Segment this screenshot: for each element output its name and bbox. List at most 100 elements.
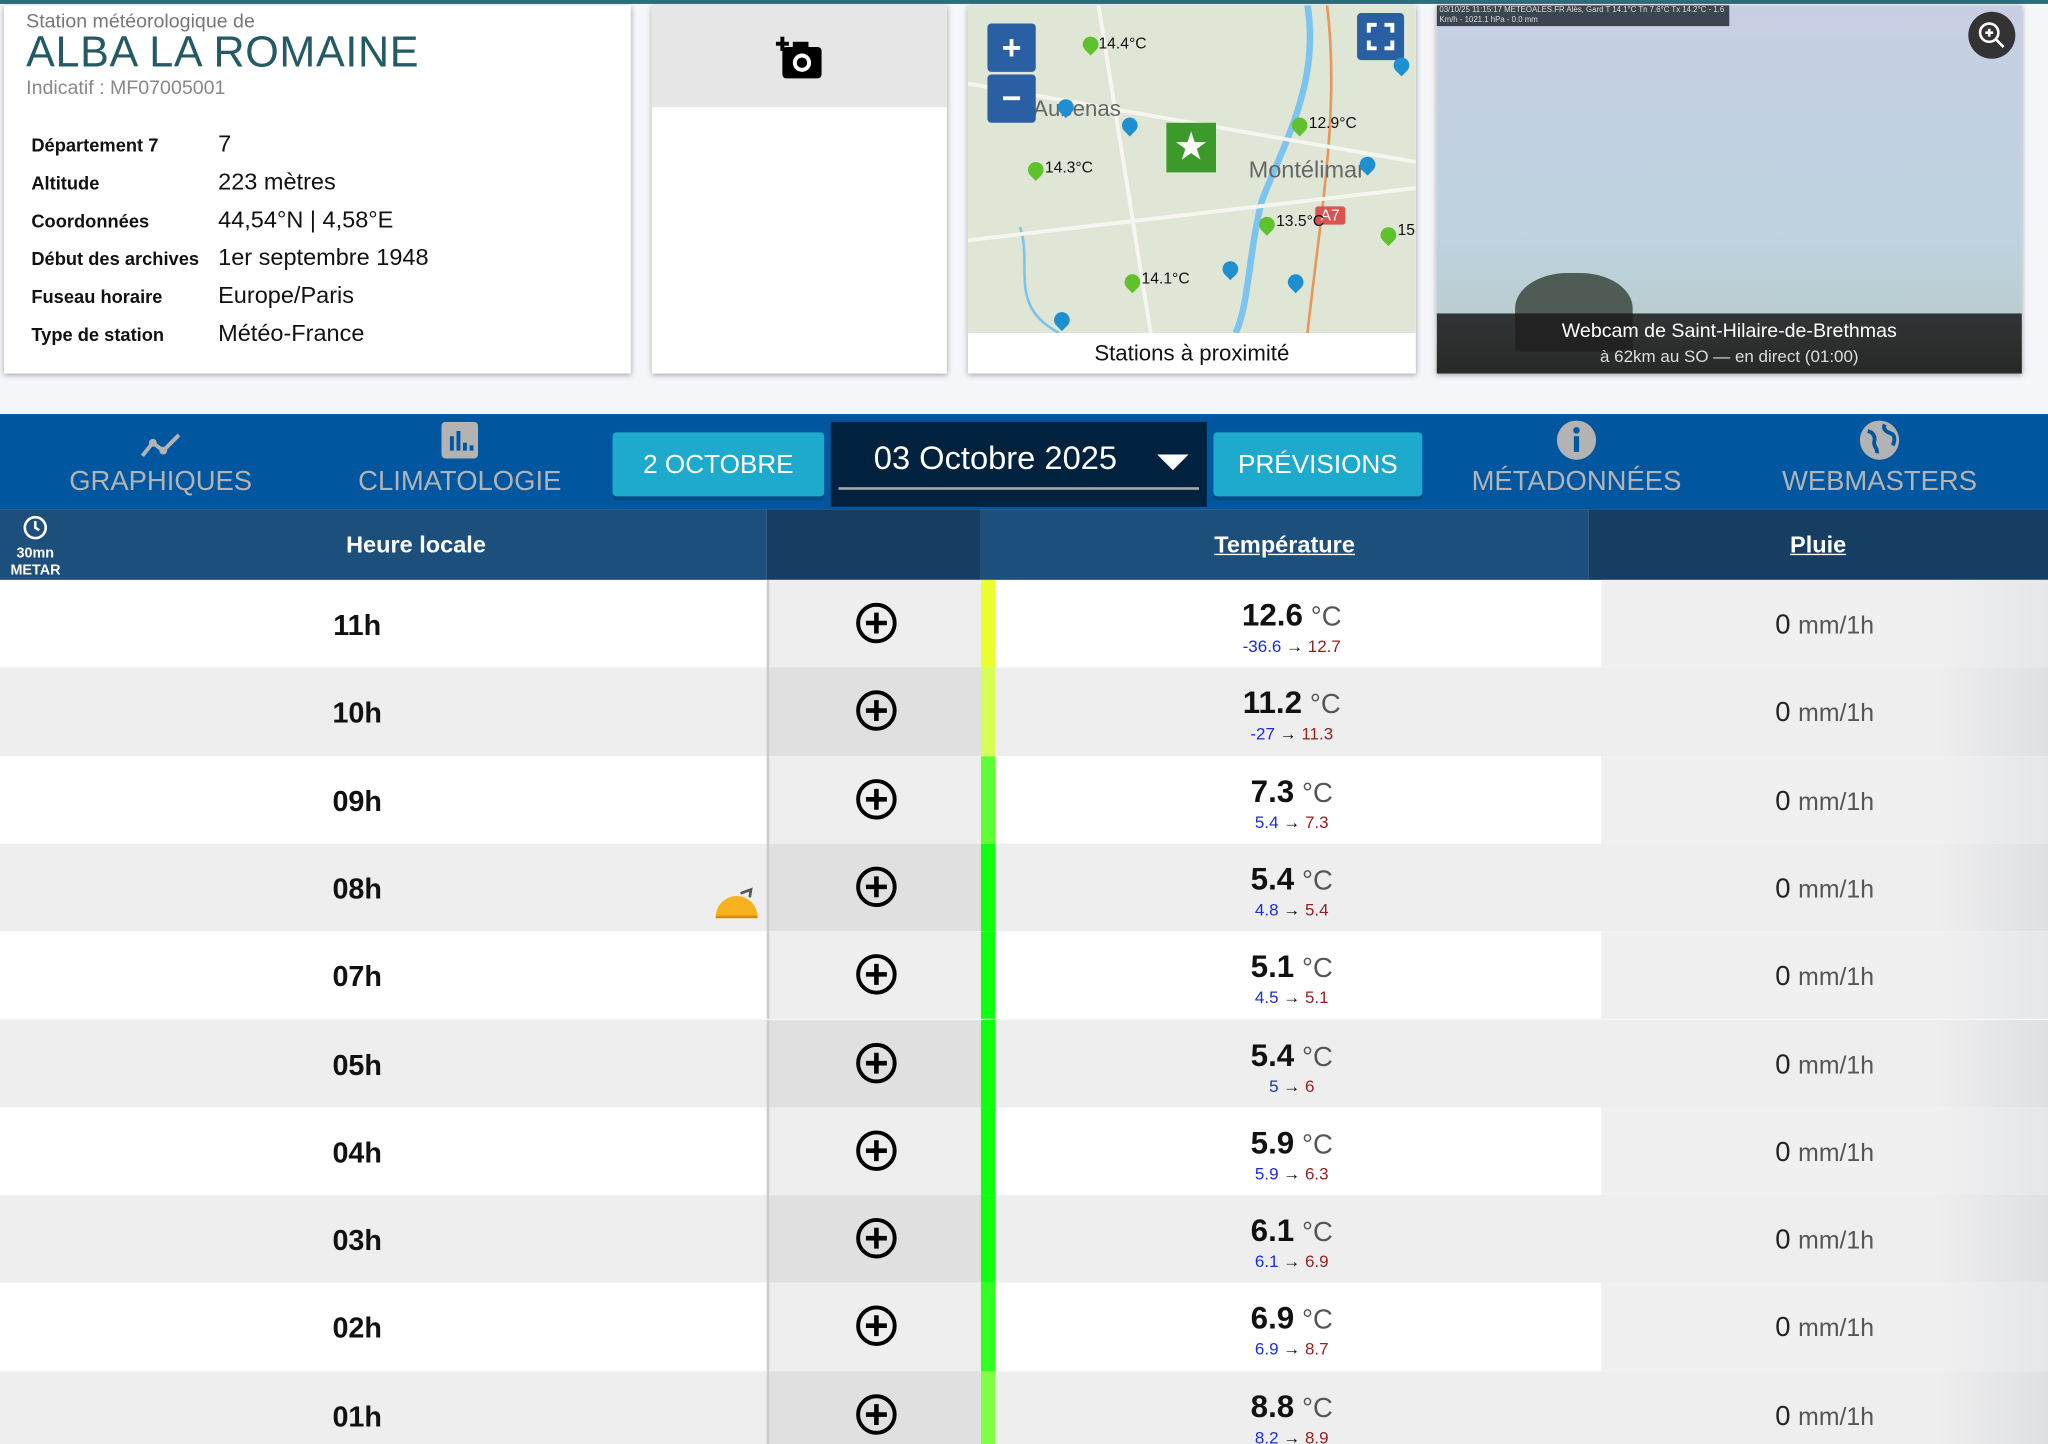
rain-unit: mm/1h (1798, 700, 1875, 728)
table-row: 02h 6.9 °C 6.9 → 8.7 0 mm/1h (0, 1283, 2048, 1372)
header-rain[interactable]: Pluie (1588, 509, 2048, 580)
temperature-color-bar (980, 755, 996, 844)
webcam-card[interactable]: 03/10/25 11:15:17 METEOALES.FR Alès, Gar… (1436, 5, 2022, 374)
table-row: 11h 12.6 °C -36.6 → 12.7 0 mm/1h (0, 579, 2048, 668)
date-select[interactable]: 03 Octobre 2025 (830, 421, 1207, 507)
previous-day-button[interactable]: 2 OCTOBRE (612, 432, 825, 497)
rain-cell: 0 mm/1h (1601, 843, 2048, 932)
time-cell: 11h (0, 580, 767, 668)
time-label: 08h (332, 872, 382, 905)
header-temperature-link[interactable]: Température (1214, 531, 1355, 558)
header-temperature[interactable]: Température (980, 509, 1589, 580)
temperature-cell: 11.2 °C -27 → 11.3 (1242, 686, 1341, 744)
map-caption: Stations à proximité (1094, 340, 1290, 366)
field-label: Type de station (31, 323, 165, 345)
header-time: 30mn METAR Heure locale (0, 509, 767, 580)
fullscreen-icon (1366, 22, 1395, 51)
temperature-min: 8.2 (1254, 1427, 1279, 1444)
temperature-unit: °C (1302, 1041, 1333, 1072)
time-cell: 05h (0, 1019, 767, 1107)
map-city-label: Aubenas (1033, 96, 1121, 122)
temperature-cell: 12.6 °C -36.6 → 12.7 (1241, 598, 1342, 656)
time-label: 09h (332, 784, 382, 818)
time-cell: 09h (0, 756, 767, 844)
nearby-stations-map[interactable]: Aubenas Montélimar A7 + − ★ 14.4°C 12.9°… (967, 5, 1416, 374)
pin-label: 14.1°C (1141, 269, 1190, 288)
station-field: Département 7 7 (31, 125, 428, 163)
temperature-max: 5.1 (1304, 987, 1329, 1008)
expand-plus-icon[interactable] (856, 1217, 898, 1259)
rain-cell: 0 mm/1h (1601, 931, 2048, 1020)
station-name: ALBA LA ROMAINE (26, 27, 420, 76)
clock-icon (23, 515, 48, 540)
time-cell: 07h (0, 932, 767, 1020)
expand-plus-icon[interactable] (856, 866, 898, 908)
interval-toggle[interactable]: 30mn METAR (10, 515, 60, 580)
add-photo-icon[interactable] (775, 36, 823, 81)
interval-label: 30mn (16, 545, 55, 562)
expand-plus-icon[interactable] (856, 690, 898, 732)
time-cell: 08h (0, 844, 767, 932)
temperature-value: 8.8 (1250, 1389, 1295, 1425)
nav-webmasters[interactable]: WEBMASTERS (1755, 414, 2003, 509)
map-fullscreen-button[interactable] (1357, 13, 1405, 61)
temperature-cell: 5.4 °C 5 → 6 (1250, 1037, 1333, 1096)
zoom-in-icon (1978, 22, 2005, 48)
expand-plus-icon[interactable] (856, 954, 898, 996)
header-rain-link[interactable]: Pluie (1790, 531, 1847, 558)
add-photo-area[interactable] (651, 5, 947, 108)
time-label: 04h (332, 1136, 382, 1169)
photo-card[interactable] (651, 5, 947, 374)
expand-plus-icon[interactable] (856, 778, 898, 820)
rain-value: 0 (1775, 609, 1791, 640)
rain-unit: mm/1h (1798, 1227, 1875, 1256)
temperature-color-bar (980, 931, 996, 1020)
webcam-zoom-button[interactable] (1968, 11, 2016, 59)
map-zoom-in-button[interactable]: + (987, 23, 1036, 72)
details-cell (766, 667, 981, 756)
temperature-max: 5.4 (1304, 899, 1329, 920)
temperature-unit: °C (1302, 953, 1333, 984)
field-value: Europe/Paris (218, 282, 355, 309)
webcam-caption: Webcam de Saint-Hilaire-de-Brethmas à 62… (1436, 313, 2022, 374)
field-value: 7 (218, 130, 232, 157)
temperature-min: 4.5 (1254, 987, 1279, 1008)
map-zoom-out-button[interactable]: − (987, 74, 1036, 123)
temperature-min: 6.9 (1254, 1339, 1279, 1359)
temperature-cell: 8.8 °C 8.2 → 8.9 (995, 1371, 1588, 1444)
main-nav: GRAPHIQUES CLIMATOLOGIE 2 OCTOBRE 03 Oct… (0, 414, 2048, 510)
chevron-down-icon (1157, 454, 1189, 471)
temperature-color-bar (980, 667, 996, 756)
map-view[interactable]: Aubenas Montélimar A7 + − ★ 14.4°C 12.9°… (967, 5, 1416, 334)
station-field: Type de station Météo-France (31, 315, 428, 353)
details-cell (766, 579, 981, 668)
temperature-value: 5.9 (1250, 1125, 1295, 1161)
top-border (0, 0, 2048, 4)
nav-label: WEBMASTERS (1781, 466, 1978, 497)
expand-plus-icon[interactable] (856, 1130, 898, 1172)
time-label: 05h (332, 1048, 382, 1081)
previsions-button[interactable]: PRÉVISIONS (1213, 432, 1423, 497)
nav-climatologie[interactable]: CLIMATOLOGIE (336, 414, 584, 509)
expand-plus-icon[interactable] (856, 1393, 898, 1435)
map-terrain (967, 5, 1416, 334)
expand-plus-icon[interactable] (856, 1305, 898, 1347)
current-station-marker[interactable]: ★ (1166, 122, 1216, 173)
temperature-min: 5.9 (1254, 1163, 1279, 1184)
nav-metadonnees[interactable]: MÉTADONNÉES (1452, 414, 1700, 509)
expand-plus-icon[interactable] (856, 1042, 898, 1084)
nav-graphiques[interactable]: GRAPHIQUES (37, 414, 285, 509)
table-row: 03h 6.1 °C 6.1 → 6.9 0 mm/1h (0, 1195, 2048, 1284)
rain-value: 0 (1775, 1313, 1791, 1344)
nav-label: MÉTADONNÉES (1471, 466, 1682, 497)
temperature-cell: 5.4 °C 4.8 → 5.4 (1250, 861, 1333, 920)
field-value: 223 mètres (218, 168, 336, 195)
webcam-title: Webcam de Saint-Hilaire-de-Brethmas (1561, 319, 1897, 343)
table-row: 08h 5.4 °C 4.8 → 5.4 0 mm/1h (0, 843, 2048, 932)
temperature-cell: 6.1 °C 6.1 → 6.9 (1250, 1213, 1333, 1271)
temperature-color-bar (980, 1371, 996, 1444)
time-label: 10h (332, 696, 382, 730)
expand-plus-icon[interactable] (856, 602, 898, 644)
time-label: 07h (332, 960, 382, 993)
